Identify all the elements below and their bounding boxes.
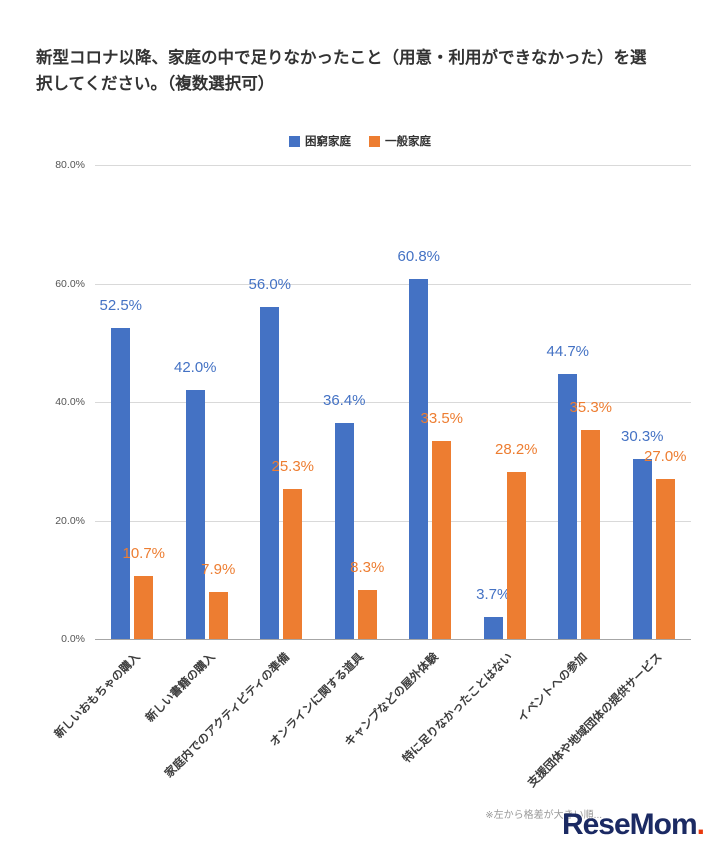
legend-swatch — [289, 135, 300, 147]
x-axis-label: 新しいおもちゃの購入 — [53, 651, 143, 741]
value-label: 60.8% — [397, 247, 441, 265]
bar-series-1 — [506, 471, 526, 639]
value-label: 56.0% — [248, 276, 292, 294]
x-axis-label: 新しい書籍の購入 — [143, 651, 218, 725]
gridline — [95, 639, 691, 640]
chart-title: 新型コロナ以降、家庭の中で足りなかったこと（用意・利用ができなかった）を選択して… — [36, 49, 647, 93]
y-axis-tick: 40.0% — [55, 396, 85, 408]
resemom-logo: ReseMom. — [561, 808, 705, 841]
legend-swatch — [369, 135, 380, 147]
footnote: ※左から格差が大きい順... — [485, 810, 602, 821]
gridline — [95, 283, 691, 285]
legend-item-0: 困窮家庭 — [289, 133, 351, 149]
bar-series-1 — [283, 489, 303, 639]
value-label: 44.7% — [546, 343, 590, 361]
value-label: 27.0% — [643, 448, 687, 466]
legend-label: 困窮家庭 — [305, 136, 351, 148]
value-label: 3.7% — [476, 586, 511, 604]
y-axis-tick: 60.0% — [55, 277, 85, 290]
x-axis-label: イベントへの参加 — [516, 651, 590, 725]
value-label: 35.3% — [569, 398, 613, 416]
value-label: 10.7% — [122, 544, 166, 562]
value-label: 33.5% — [420, 409, 464, 427]
bar-series-1 — [357, 589, 377, 639]
value-label: 52.5% — [99, 296, 143, 314]
bar-series-0 — [111, 327, 131, 639]
bar-series-1 — [655, 479, 675, 639]
bar-series-1 — [581, 429, 601, 639]
x-axis-label: 家庭内でのアクティビティの準備 — [162, 651, 292, 781]
value-label: 7.9% — [201, 561, 236, 579]
legend: 困窮家庭 一般家庭 — [0, 133, 720, 149]
legend-item-1: 一般家庭 — [369, 133, 431, 149]
plot-area: 0.0% 20.0% 40.0% 60.0% 80.0% 52.5% 10.7% 新しいおもち… — [53, 159, 691, 790]
value-label: 8.3% — [350, 558, 385, 576]
value-label: 30.3% — [620, 428, 664, 446]
y-axis-tick: 0.0% — [61, 633, 85, 645]
bar-series-0 — [558, 374, 578, 639]
bar-series-0 — [260, 307, 280, 639]
bar-series-0 — [334, 423, 354, 639]
y-axis-tick: 20.0% — [55, 514, 85, 527]
value-label: 28.2% — [494, 440, 538, 458]
gridline — [95, 402, 691, 403]
gridline — [95, 520, 691, 522]
bar-series-0 — [409, 278, 429, 639]
bar-series-1 — [432, 440, 452, 639]
y-axis-tick: 80.0% — [55, 159, 85, 171]
x-axis-label: 支援団体や地域団体の提供サービス — [525, 651, 665, 790]
bar-series-0 — [185, 390, 205, 639]
bar-series-0 — [483, 617, 503, 639]
bar-series-1 — [134, 575, 154, 639]
value-label: 25.3% — [271, 458, 315, 476]
legend-label: 一般家庭 — [385, 136, 431, 148]
gridline — [95, 165, 691, 166]
logo-dot: . — [696, 808, 705, 841]
bar-series-1 — [208, 592, 228, 639]
value-label: 36.4% — [322, 392, 366, 410]
value-label: 42.0% — [173, 359, 217, 377]
bar-series-0 — [632, 459, 652, 639]
logo-text: ReseMom — [561, 808, 698, 841]
